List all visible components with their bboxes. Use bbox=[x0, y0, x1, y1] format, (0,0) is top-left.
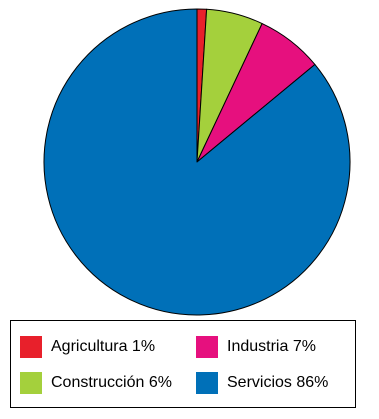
pie-slices bbox=[43, 8, 351, 316]
legend-swatch-agricultura bbox=[20, 336, 42, 358]
legend-item-industria: Industria 7% bbox=[196, 336, 316, 358]
legend-label-agricultura: Agricultura 1% bbox=[51, 338, 156, 355]
legend-label-servicios: Servicios 86% bbox=[227, 374, 329, 391]
legend-label-construccion: Construcción 6% bbox=[51, 374, 172, 391]
legend-swatch-construccion bbox=[20, 372, 42, 394]
legend-item-servicios: Servicios 86% bbox=[196, 372, 328, 394]
legend-item-agricultura: Agricultura 1% bbox=[20, 336, 155, 358]
legend-label-industria: Industria 7% bbox=[227, 338, 316, 355]
legend-item-construccion: Construcción 6% bbox=[20, 372, 172, 394]
legend-swatch-servicios bbox=[196, 372, 218, 394]
legend-swatch-industria bbox=[196, 336, 218, 358]
chart-legend: Agricultura 1% Industria 7% Construcción… bbox=[10, 320, 356, 408]
pie-chart bbox=[43, 8, 351, 316]
pie-slice-servicios bbox=[43, 8, 351, 316]
